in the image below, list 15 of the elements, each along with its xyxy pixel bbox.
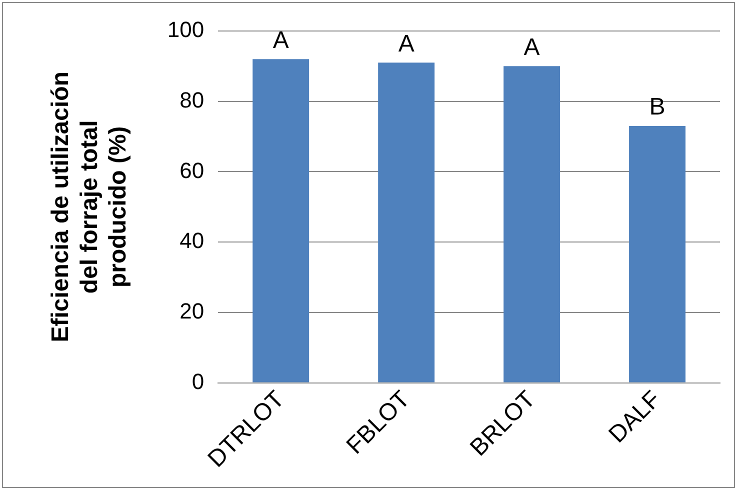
y-axis-title: Eficiencia de utilización del forraje total producido (%) bbox=[47, 72, 132, 342]
y-tick-label: 60 bbox=[180, 158, 204, 183]
y-tick-label: 80 bbox=[180, 87, 204, 112]
bar bbox=[378, 62, 435, 382]
annotation: A bbox=[272, 26, 289, 54]
annotation: B bbox=[649, 94, 666, 121]
y-tick-label: 0 bbox=[192, 368, 204, 394]
bar bbox=[504, 66, 560, 382]
bar bbox=[252, 59, 310, 382]
y-tick-label: 20 bbox=[180, 298, 204, 324]
annotation: A bbox=[524, 34, 540, 61]
annotation: A bbox=[398, 30, 414, 58]
y-tick-label: 40 bbox=[180, 228, 204, 254]
y-tick-label: 100 bbox=[167, 17, 204, 42]
bar bbox=[629, 126, 686, 382]
